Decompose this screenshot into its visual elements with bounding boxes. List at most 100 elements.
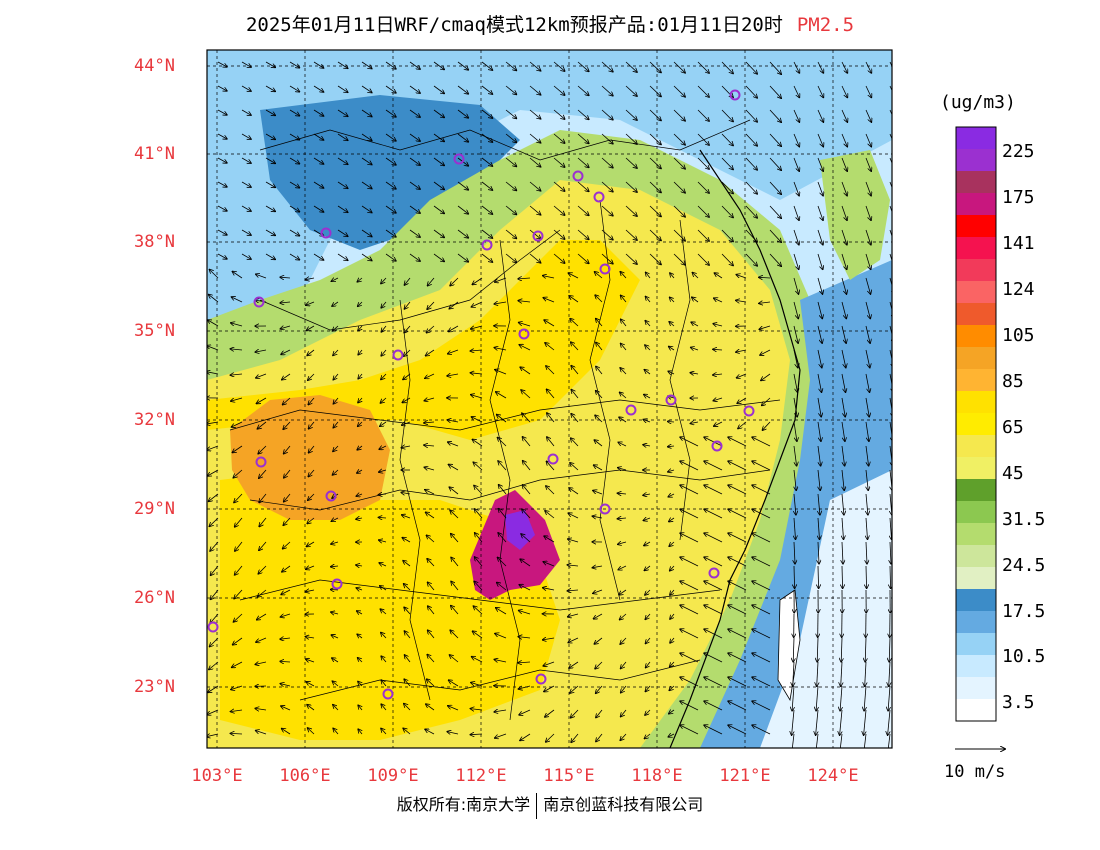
- wind-arrow: [231, 323, 243, 327]
- wind-arrow: [567, 590, 579, 591]
- wind-arrow: [865, 445, 869, 466]
- wind-arrow: [887, 733, 891, 748]
- wind-arrow: [457, 133, 468, 142]
- colorbar-segment: [956, 391, 996, 414]
- wind-arrow: [769, 253, 781, 266]
- wind-arrow: [358, 729, 362, 735]
- colorbar-label: 31.5: [1002, 509, 1046, 530]
- wind-arrow: [692, 273, 699, 279]
- colorbar-segment: [956, 589, 996, 612]
- wind-arrow: [841, 397, 845, 417]
- wind-arrow: [337, 61, 348, 68]
- wind-arrow: [888, 709, 891, 735]
- copyright-separator: [536, 792, 538, 819]
- wind-arrow: [793, 421, 797, 441]
- wind-arrow: [646, 297, 651, 303]
- wind-arrow: [601, 253, 613, 264]
- wind-arrow: [306, 302, 315, 305]
- wind-arrow: [728, 725, 747, 735]
- wind-arrow: [258, 565, 267, 574]
- wind-arrow: [494, 302, 507, 304]
- wind-arrow: [643, 445, 651, 446]
- wind-arrow: [259, 541, 267, 550]
- wind-arrow: [619, 589, 627, 595]
- wind-arrow: [520, 559, 531, 567]
- wind-arrow: [425, 729, 435, 735]
- wind-arrow: [728, 461, 747, 471]
- wind-arrow: [841, 445, 845, 466]
- wind-arrow: [448, 706, 459, 711]
- wind-arrow: [817, 109, 823, 122]
- wind-arrow: [233, 637, 243, 645]
- wind-arrow: [381, 680, 387, 687]
- wind-arrow: [519, 709, 531, 715]
- wind-arrow: [673, 133, 685, 145]
- wind-arrow: [241, 133, 251, 139]
- wind-arrow: [231, 685, 243, 690]
- wind-arrow: [568, 513, 579, 519]
- wind-arrow: [433, 253, 444, 262]
- wind-arrow: [333, 728, 339, 735]
- wind-arrow: [331, 635, 339, 638]
- wind-arrow: [470, 350, 483, 351]
- wind-arrow: [265, 181, 275, 187]
- wind-arrow: [865, 373, 870, 392]
- colorbar-label: 3.5: [1002, 692, 1035, 713]
- wind-arrow: [470, 709, 483, 710]
- wind-arrow: [793, 373, 798, 392]
- wind-arrow: [865, 349, 870, 368]
- wind-arrow: [577, 229, 589, 239]
- wind-arrow: [621, 295, 627, 303]
- colorbar-segment: [956, 149, 996, 172]
- province-boundaries: [229, 119, 781, 721]
- colorbar-segment: [956, 501, 996, 524]
- wind-arrow: [621, 661, 627, 669]
- wind-arrow: [670, 589, 674, 595]
- wind-arrow: [333, 705, 339, 711]
- wind-arrow: [577, 61, 589, 71]
- wind-arrow: [649, 61, 661, 72]
- wind-arrow: [841, 421, 845, 441]
- wind-arrow: [596, 733, 603, 742]
- wind-arrow: [403, 373, 411, 380]
- station-marker: [743, 405, 755, 417]
- wind-arrow: [379, 517, 387, 518]
- wind-arrow: [646, 637, 651, 644]
- wind-arrow: [259, 469, 267, 478]
- wind-arrow: [645, 613, 651, 619]
- lon-label: 118°E: [631, 766, 683, 786]
- wind-arrow: [721, 109, 733, 122]
- wind-arrow: [529, 205, 541, 215]
- wind-arrow: [752, 581, 771, 591]
- wind-arrow: [451, 581, 459, 591]
- wind-arrow: [357, 278, 363, 282]
- colorbar-segment: [956, 699, 996, 722]
- wind-arrow: [529, 181, 541, 191]
- wind-arrow: [265, 85, 275, 91]
- wind-arrow: [793, 181, 799, 196]
- wind-arrow: [691, 322, 699, 327]
- wind-arrow: [424, 398, 435, 401]
- wind-arrow: [505, 229, 517, 238]
- wind-arrow: [645, 589, 651, 595]
- wind-arrow: [714, 273, 723, 279]
- wind-arrow: [494, 348, 507, 350]
- wind-arrow: [816, 685, 818, 711]
- wind-arrow: [817, 157, 823, 171]
- wind-arrow: [289, 85, 299, 92]
- wind-arrow: [498, 558, 507, 567]
- wind-arrow: [543, 276, 555, 278]
- wind-arrow: [890, 541, 891, 564]
- lat-label: 35°N: [134, 321, 175, 341]
- wind-arrow: [505, 253, 517, 262]
- wind-arrow: [543, 661, 555, 666]
- wind-arrow: [569, 296, 579, 303]
- lon-label: 106°E: [279, 766, 331, 786]
- wind-arrow: [621, 685, 627, 693]
- wind-arrow: [571, 366, 579, 375]
- wind-arrow: [305, 590, 315, 592]
- wind-arrow: [865, 85, 871, 98]
- wind-arrow: [331, 590, 339, 591]
- wind-arrow: [361, 61, 372, 69]
- wind-arrow: [793, 205, 799, 220]
